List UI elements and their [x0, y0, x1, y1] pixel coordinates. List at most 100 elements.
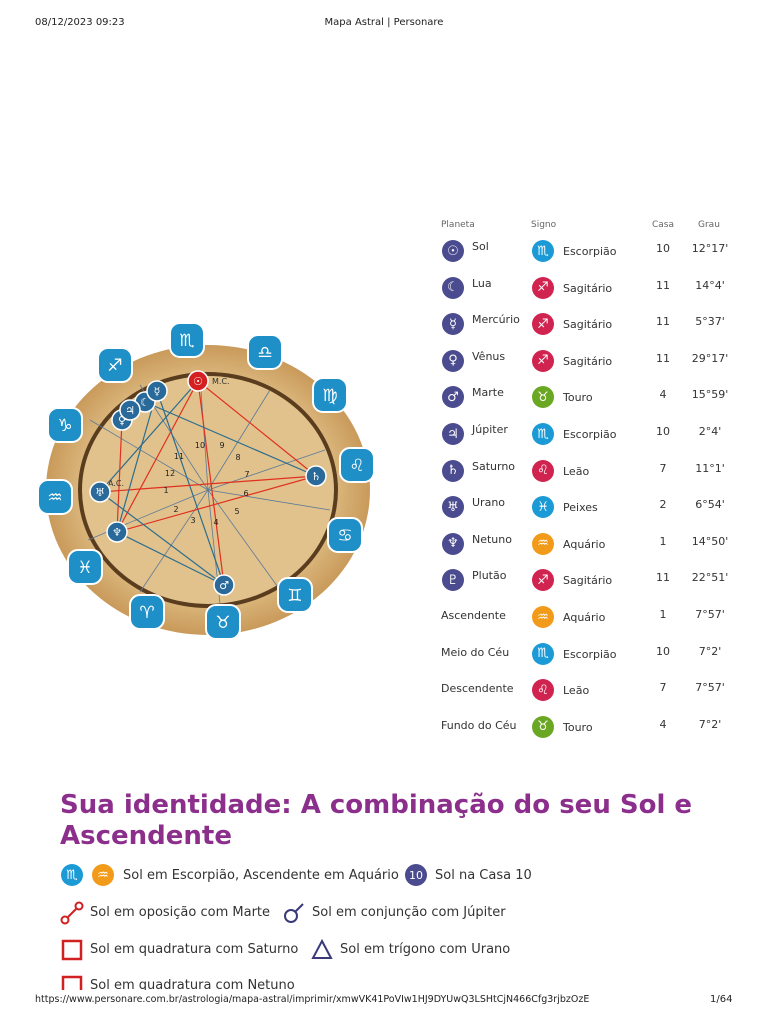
house-number: 2 — [173, 505, 178, 514]
sign-icon: ♉ — [532, 386, 554, 409]
planet-glyph: ♄ — [311, 470, 321, 483]
sign-glyph: ♑ — [57, 416, 72, 436]
sign-name: Aquário — [563, 537, 606, 551]
house-number: 7 — [659, 681, 667, 695]
house-number: 2 — [659, 498, 667, 512]
sign-name: Sagitário — [563, 318, 613, 332]
planet-name: Fundo do Céu — [441, 718, 517, 732]
planet-marker — [146, 380, 168, 402]
item-text: Sol em conjunção com Júpiter — [312, 905, 506, 920]
sign-tile — [97, 347, 133, 383]
planet-glyph: ♃ — [125, 404, 135, 417]
sign-glyph: ♎ — [257, 343, 272, 363]
house-number: 12 — [165, 469, 175, 478]
planet-name: Saturno — [472, 459, 516, 473]
house-number: 1 — [163, 486, 168, 495]
item-text: Sol em quadratura com Netuno — [90, 978, 295, 993]
planet-glyph: ♂ — [219, 579, 229, 592]
planet-name: Mercúrio — [472, 313, 520, 327]
house-number: 11 — [656, 351, 670, 365]
degree: 7°57' — [695, 681, 725, 695]
degree: 6°54' — [695, 498, 725, 512]
house-number: 10 — [656, 242, 670, 255]
planet-name: Ascendente — [441, 609, 506, 622]
col-header: Casa — [652, 220, 675, 230]
sign-icon: ♏ — [532, 240, 554, 262]
planet-marker — [305, 465, 327, 487]
house-number: 11 — [656, 315, 670, 329]
item-text: Sol em quadratura com Saturno — [90, 942, 299, 957]
planet-name: Meio do Céu — [441, 645, 510, 659]
degree: 7°57' — [695, 608, 725, 621]
planet-name: Lua — [472, 276, 492, 290]
sign-name: Leão — [563, 684, 590, 698]
sign-tile — [37, 479, 73, 515]
degree: 2°4' — [698, 425, 722, 438]
sign-name: Escorpião — [563, 245, 617, 258]
sign-icon: ♒ — [92, 864, 114, 886]
sign-glyph: ♍ — [322, 386, 337, 406]
planet-name: Júpiter — [472, 423, 508, 436]
degree: 7°2' — [698, 717, 722, 731]
planet-icon: ☾ — [442, 276, 464, 299]
planet-name: Urano — [472, 496, 506, 510]
sign-name: Leão — [563, 464, 590, 478]
planet-icon: ☉ — [442, 240, 464, 262]
sign-glyph: ♋ — [337, 526, 352, 546]
sign-tile — [277, 577, 313, 613]
planet-icon: ♆ — [442, 532, 464, 555]
sign-tile — [47, 407, 83, 443]
sign-glyph: ♓ — [77, 558, 92, 578]
sign-icon: ♐ — [532, 276, 554, 299]
item-text: Sol em oposição com Marte — [90, 905, 271, 920]
house-number: 4 — [213, 518, 218, 527]
sign-icon: ♓ — [532, 496, 554, 519]
planet-name: Plutão — [472, 569, 507, 583]
sign-icon: ♒ — [532, 606, 554, 628]
page-number: 1/64 — [710, 994, 733, 1005]
planet-glyph: ☿ — [154, 385, 161, 398]
degree: 7°2' — [698, 644, 722, 658]
house-number: 8 — [235, 453, 240, 462]
degree: 29°17' — [691, 351, 729, 365]
sign-name: Escorpião — [563, 428, 617, 441]
house-number: 9 — [219, 441, 224, 450]
house-number: 10 — [195, 441, 205, 450]
house-number: 6 — [243, 489, 248, 498]
col-header: Grau — [698, 220, 720, 230]
sign-name: Touro — [563, 391, 593, 405]
sign-icon: ♏ — [532, 642, 554, 665]
sign-name: Escorpião — [563, 647, 617, 661]
opposition-icon — [60, 901, 84, 925]
planet-marker — [119, 399, 141, 421]
col-header: Signo — [531, 220, 557, 230]
sign-glyph: ♈ — [139, 603, 154, 623]
house-number: 11 — [656, 571, 670, 585]
house-badge: 10 — [405, 864, 427, 886]
sign-tile — [169, 322, 205, 358]
house-number: 7 — [659, 461, 667, 475]
planet-icon: ♀ — [442, 349, 464, 372]
sign-name: Touro — [563, 720, 593, 734]
print-title: Mapa Astral | Personare — [324, 17, 444, 28]
house-number: 1 — [659, 534, 667, 548]
item-text: Sol na Casa 10 — [435, 868, 532, 883]
planet-marker — [213, 574, 235, 596]
degree: 12°17' — [691, 242, 729, 255]
planet-name: Netuno — [472, 532, 512, 546]
sign-icon: ♌ — [532, 459, 554, 482]
sign-icon: ♌ — [532, 679, 554, 702]
sign-glyph: ♒ — [47, 488, 62, 508]
sign-glyph: ♉ — [215, 613, 230, 633]
footer-url: https://www.personare.com.br/astrologia/… — [35, 994, 590, 1005]
sign-icon: ♐ — [532, 349, 554, 372]
degree: 14°4' — [695, 278, 725, 292]
sign-tile — [205, 604, 241, 640]
sign-tile — [67, 549, 103, 585]
item-text: Sol em Escorpião, Ascendente em Aquário — [123, 868, 399, 883]
sign-icon: ♒ — [532, 532, 554, 555]
midheaven-label: M.C. — [212, 377, 230, 386]
ascendant-label: A.C. — [108, 479, 124, 488]
